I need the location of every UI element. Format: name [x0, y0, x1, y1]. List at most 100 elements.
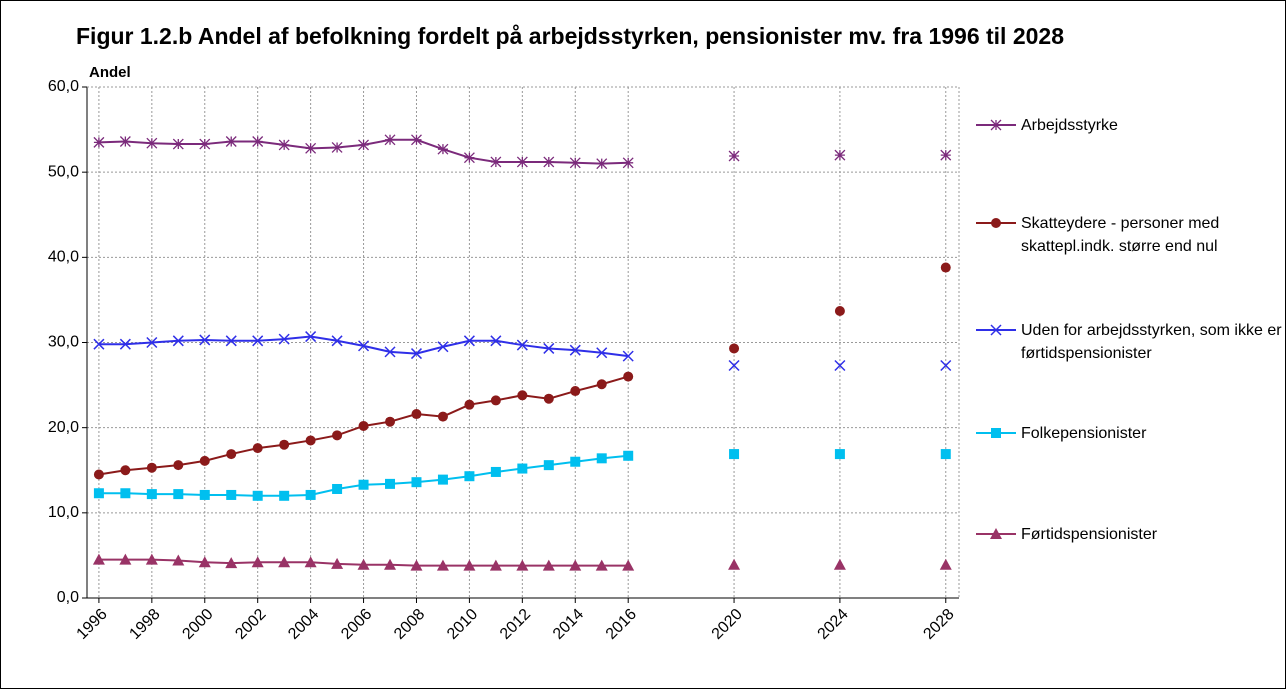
marker	[305, 142, 317, 154]
marker	[172, 335, 184, 347]
marker	[834, 449, 845, 460]
marker	[225, 557, 238, 569]
marker	[490, 335, 502, 347]
marker	[146, 489, 157, 500]
marker	[199, 138, 211, 150]
marker	[940, 262, 951, 273]
marker	[569, 344, 581, 356]
x-tick-label: 2016	[603, 606, 640, 643]
marker	[145, 553, 158, 565]
marker	[834, 305, 845, 316]
marker	[385, 416, 396, 427]
x-tick-label: 1998	[126, 606, 163, 643]
marker	[279, 490, 290, 501]
marker	[622, 157, 634, 169]
marker	[516, 339, 528, 351]
marker	[622, 559, 635, 571]
marker	[199, 455, 210, 466]
marker	[358, 420, 369, 431]
marker	[305, 331, 317, 343]
marker	[411, 134, 422, 146]
marker	[358, 479, 369, 490]
marker	[990, 528, 1002, 539]
marker	[596, 379, 607, 390]
marker	[543, 342, 555, 354]
marker	[834, 149, 846, 161]
marker	[93, 469, 104, 480]
marker	[729, 343, 740, 354]
marker	[464, 471, 475, 482]
marker	[940, 359, 952, 372]
marker	[939, 558, 952, 570]
marker	[252, 136, 264, 147]
y-tick-label: 50,0	[48, 163, 79, 180]
marker	[252, 335, 264, 347]
marker	[570, 456, 581, 467]
marker	[225, 335, 237, 347]
marker	[623, 450, 634, 461]
marker	[305, 435, 316, 446]
marker	[331, 335, 343, 347]
y-tick-label: 0,0	[57, 589, 79, 606]
marker	[120, 465, 131, 476]
marker	[729, 449, 740, 460]
marker	[463, 335, 475, 347]
marker	[570, 386, 581, 397]
x-tick-label: 2000	[179, 606, 216, 643]
marker	[596, 347, 608, 359]
marker	[437, 341, 449, 353]
marker	[252, 490, 263, 501]
marker	[516, 559, 529, 571]
marker	[332, 483, 343, 494]
x-tick-label: 2012	[497, 606, 534, 643]
marker	[622, 350, 634, 362]
marker	[410, 348, 423, 360]
marker	[543, 156, 555, 168]
x-tick-label: 2024	[815, 606, 852, 643]
legend-label: Skatteydere - personer med skattepl.indk…	[1021, 215, 1220, 255]
legend-label: Uden for arbejdsstyrken, som ikke er før…	[1021, 322, 1282, 362]
y-tick-label: 10,0	[48, 504, 79, 521]
marker	[437, 411, 448, 422]
y-tick-label: 20,0	[48, 419, 79, 436]
x-tick-label: 2020	[709, 606, 746, 643]
marker	[173, 489, 184, 500]
marker	[543, 460, 554, 471]
marker	[569, 157, 581, 169]
marker	[543, 393, 554, 404]
marker	[385, 478, 396, 489]
marker	[436, 559, 449, 571]
marker	[173, 460, 184, 471]
marker	[411, 409, 422, 420]
marker	[516, 156, 528, 168]
marker	[463, 559, 476, 571]
marker	[728, 558, 741, 570]
marker	[411, 477, 422, 488]
marker	[119, 553, 132, 565]
marker	[437, 474, 448, 485]
marker	[463, 152, 475, 164]
marker	[410, 559, 423, 571]
marker	[384, 346, 396, 358]
x-tick-label: 2010	[444, 606, 481, 643]
marker	[595, 559, 608, 571]
marker	[278, 139, 290, 151]
marker	[940, 149, 952, 161]
marker	[437, 143, 449, 155]
legend-label: Folkepensionister	[1021, 425, 1147, 442]
marker	[990, 324, 1002, 336]
x-tick-label: 2008	[391, 606, 428, 643]
marker	[252, 443, 263, 454]
x-tick-label: 1996	[74, 606, 111, 643]
marker	[623, 371, 634, 382]
marker	[279, 439, 290, 450]
chart-title: Figur 1.2.b Andel af befolkning fordelt …	[76, 23, 1064, 49]
marker	[517, 390, 528, 401]
marker	[226, 489, 237, 500]
marker	[304, 556, 317, 568]
legend-label: Førtidspensionister	[1021, 526, 1158, 543]
marker	[834, 359, 846, 372]
marker	[120, 488, 131, 499]
